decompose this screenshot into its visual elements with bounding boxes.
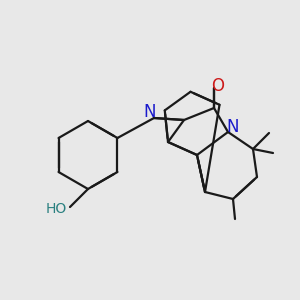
Text: O: O bbox=[212, 77, 224, 95]
Text: N: N bbox=[144, 103, 156, 121]
Text: N: N bbox=[227, 118, 239, 136]
Text: HO: HO bbox=[45, 202, 67, 216]
